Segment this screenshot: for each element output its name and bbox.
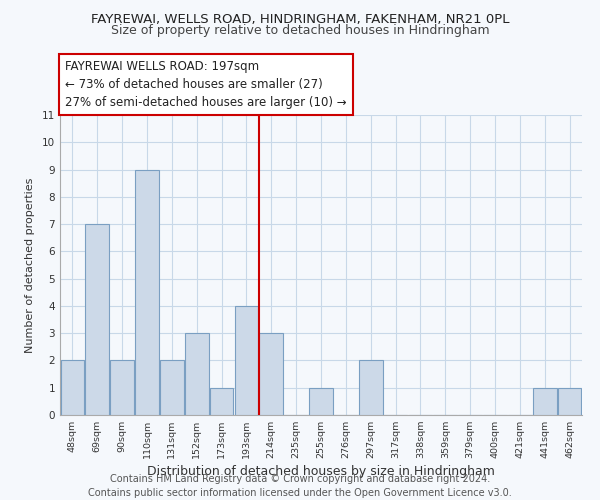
Bar [309,388,333,415]
Bar [110,360,134,415]
Bar [135,170,159,415]
X-axis label: Distribution of detached houses by size in Hindringham: Distribution of detached houses by size … [147,466,495,478]
Bar [210,388,233,415]
Bar [558,388,581,415]
Y-axis label: Number of detached properties: Number of detached properties [25,178,35,352]
Bar [235,306,258,415]
Text: FAYREWAI WELLS ROAD: 197sqm
← 73% of detached houses are smaller (27)
27% of sem: FAYREWAI WELLS ROAD: 197sqm ← 73% of det… [65,60,347,109]
Bar [259,333,283,415]
Bar [533,388,557,415]
Bar [61,360,84,415]
Bar [359,360,383,415]
Text: Contains HM Land Registry data © Crown copyright and database right 2024.
Contai: Contains HM Land Registry data © Crown c… [88,474,512,498]
Bar [185,333,209,415]
Text: Size of property relative to detached houses in Hindringham: Size of property relative to detached ho… [110,24,490,37]
Bar [85,224,109,415]
Text: FAYREWAI, WELLS ROAD, HINDRINGHAM, FAKENHAM, NR21 0PL: FAYREWAI, WELLS ROAD, HINDRINGHAM, FAKEN… [91,12,509,26]
Bar [160,360,184,415]
